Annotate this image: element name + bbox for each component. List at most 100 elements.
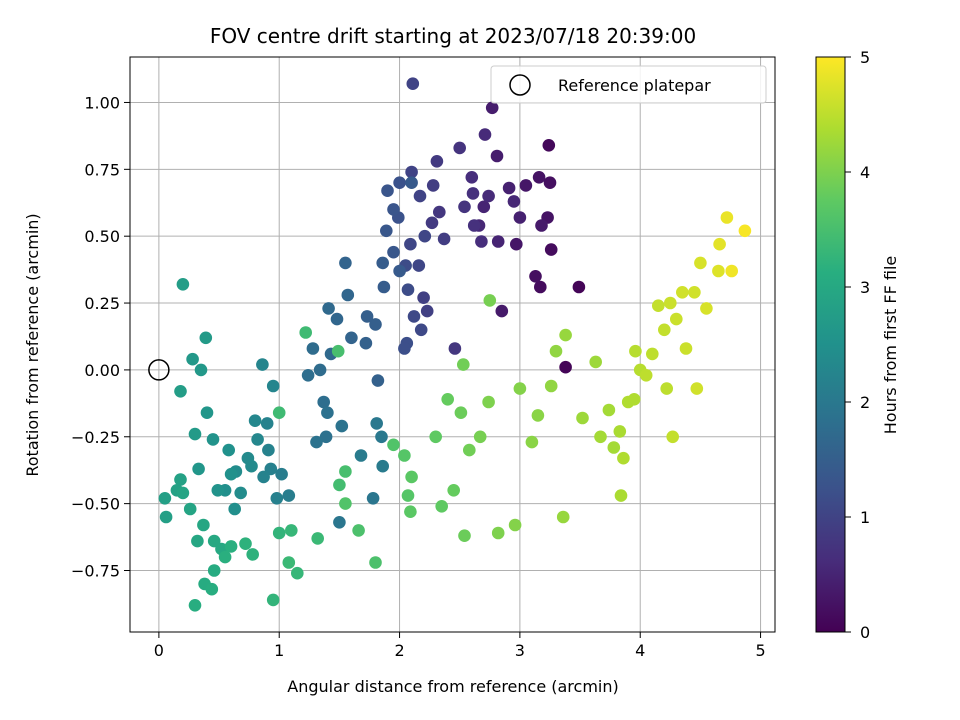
data-point <box>218 550 232 564</box>
data-point <box>425 216 439 230</box>
data-point <box>345 331 358 345</box>
data-point <box>490 149 504 163</box>
data-point <box>627 393 641 406</box>
data-point <box>617 451 630 465</box>
data-point <box>333 516 346 529</box>
data-point <box>176 486 190 500</box>
data-point <box>646 347 659 361</box>
data-point <box>531 409 545 422</box>
data-point <box>282 489 296 502</box>
data-point <box>333 478 346 492</box>
data-point <box>371 374 385 387</box>
y-tick-label: 0.75 <box>84 160 120 179</box>
data-point <box>477 200 491 214</box>
data-point <box>310 435 323 449</box>
data-point <box>401 489 415 502</box>
data-point <box>260 417 274 430</box>
data-point <box>594 430 607 444</box>
data-point <box>239 537 252 550</box>
data-point <box>502 181 516 195</box>
y-tick-label: 0.25 <box>84 294 120 313</box>
data-point <box>556 510 570 524</box>
data-point <box>529 270 542 283</box>
data-point <box>188 427 202 441</box>
data-point <box>282 556 296 569</box>
data-point <box>387 438 400 452</box>
data-point <box>507 195 521 208</box>
data-point <box>725 264 738 278</box>
data-point <box>211 484 225 497</box>
data-point <box>676 286 689 299</box>
data-point <box>377 280 391 294</box>
data-point <box>418 229 432 243</box>
data-point <box>176 278 190 291</box>
data-point <box>482 395 495 409</box>
data-point <box>245 459 258 473</box>
data-point <box>191 534 204 548</box>
y-axis-ticks: −0.75 −0.50 −0.25 0.00 0.25 0.50 0.75 1.00 <box>71 93 130 580</box>
legend: Reference platepar <box>490 65 767 104</box>
data-point <box>483 294 497 307</box>
data-point <box>414 323 428 337</box>
data-point <box>224 467 238 481</box>
data-point <box>319 430 333 444</box>
legend-box <box>490 65 767 104</box>
data-point <box>688 286 701 299</box>
data-point <box>413 189 427 203</box>
x-axis-ticks: 0 1 2 3 4 5 <box>154 632 766 660</box>
chart-title: FOV centre drift starting at 2023/07/18 … <box>210 24 696 48</box>
data-point <box>412 259 426 272</box>
data-point <box>544 243 558 256</box>
data-point <box>660 382 673 395</box>
x-tick-label: 1 <box>274 641 284 660</box>
data-point <box>454 406 468 420</box>
data-point <box>572 280 586 294</box>
x-tick-label: 3 <box>515 641 525 660</box>
colorbar-label: Hours from first FF file <box>881 256 900 435</box>
data-point <box>447 484 461 497</box>
data-point <box>321 406 334 420</box>
data-point <box>270 492 284 505</box>
reference-platepar-marker <box>148 359 170 381</box>
data-point <box>183 502 197 516</box>
data-point <box>495 304 509 318</box>
data-point <box>275 467 288 481</box>
data-point <box>335 419 349 433</box>
data-point <box>549 344 563 358</box>
data-point <box>264 462 278 476</box>
data-point <box>256 358 269 371</box>
data-point <box>339 497 352 510</box>
colorbar-ticks: 0 1 2 3 4 5 <box>845 48 870 642</box>
data-point <box>206 433 220 446</box>
data-point <box>607 441 621 454</box>
data-point <box>670 312 683 326</box>
data-point <box>301 369 315 382</box>
y-axis-label: Rotation from reference (arcmin) <box>23 213 42 476</box>
data-point <box>322 302 335 315</box>
data-point <box>406 77 420 90</box>
data-point <box>291 566 304 580</box>
data-point <box>463 443 476 457</box>
data-point <box>485 101 499 115</box>
data-points <box>158 77 752 612</box>
data-point <box>393 264 406 278</box>
x-tick-label: 2 <box>394 641 404 660</box>
data-point <box>299 326 313 339</box>
data-point <box>341 288 355 302</box>
data-point <box>222 443 235 457</box>
data-point <box>457 358 470 371</box>
data-point <box>266 593 280 607</box>
data-point <box>262 443 275 457</box>
data-point <box>437 232 451 246</box>
data-point <box>534 280 547 294</box>
data-point <box>664 296 677 310</box>
data-point <box>576 411 589 425</box>
data-point <box>543 176 557 189</box>
data-point <box>311 532 325 545</box>
data-point <box>246 548 259 561</box>
data-point <box>387 203 400 216</box>
y-tick-label: 0.50 <box>84 227 120 246</box>
data-point <box>466 187 480 200</box>
data-point <box>613 425 627 438</box>
